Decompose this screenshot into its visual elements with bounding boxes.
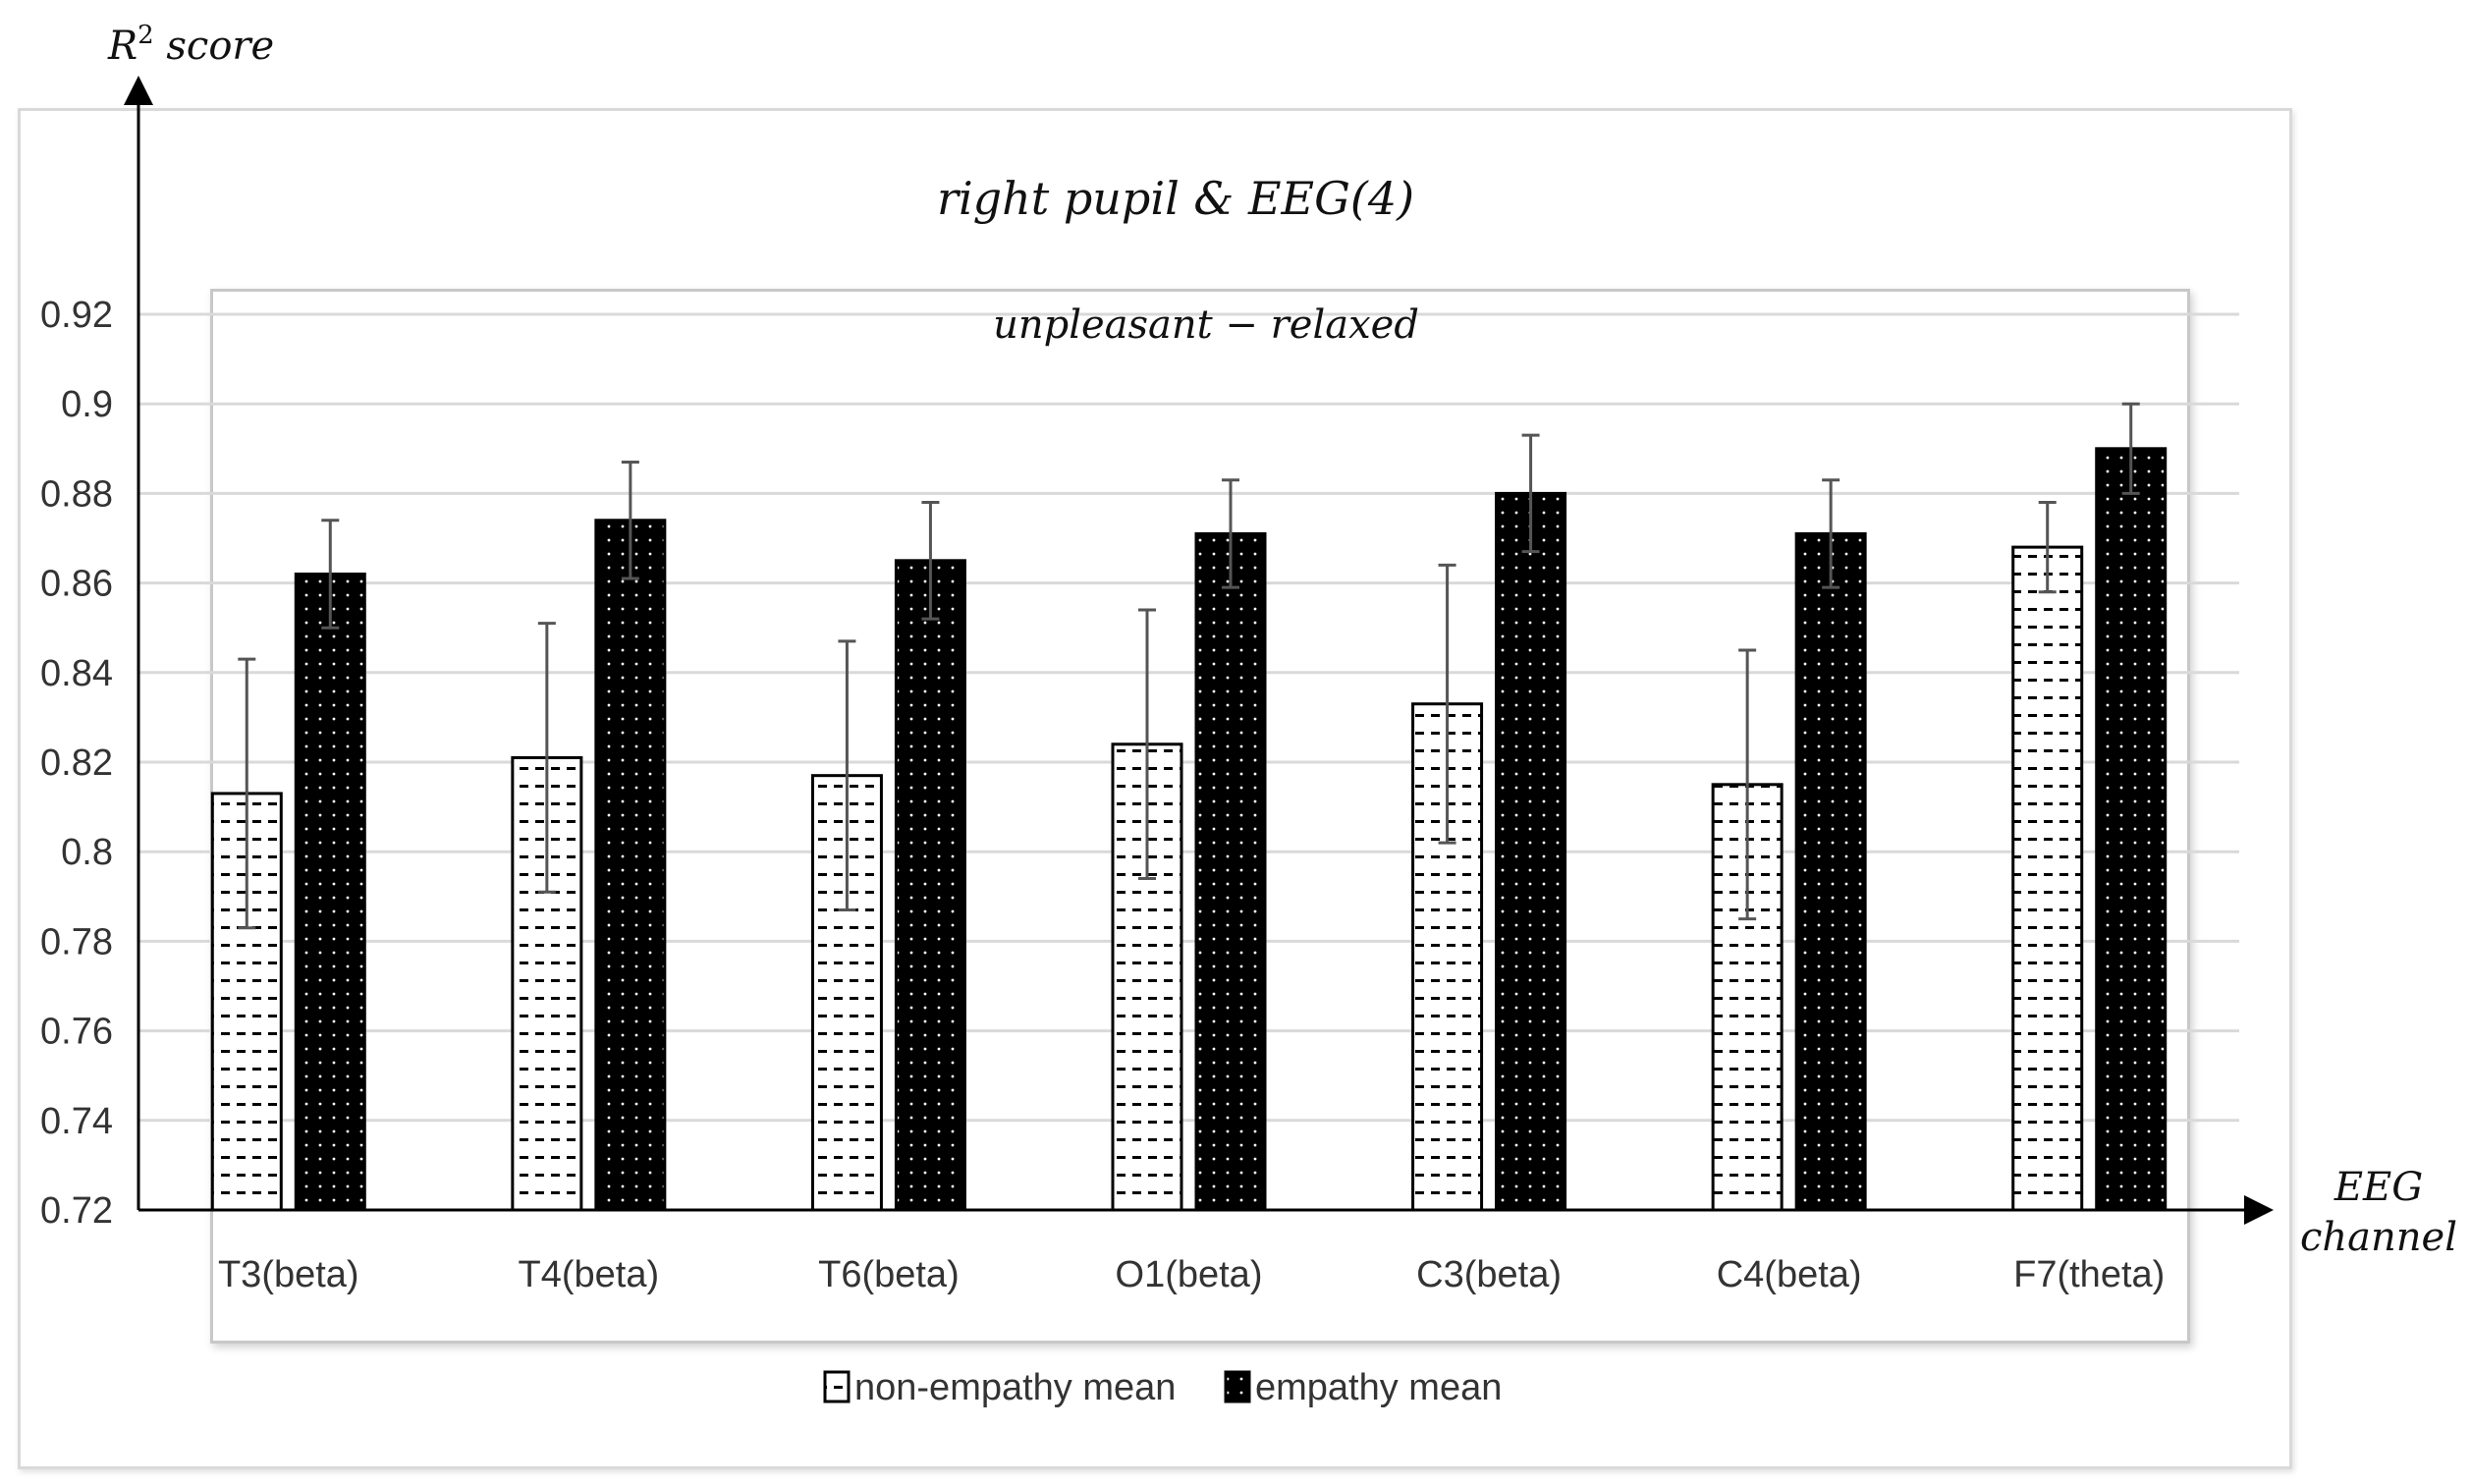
x-tick-label: O1(beta) [1116,1254,1263,1295]
legend-swatch-non-empathy [823,1370,851,1403]
y-tick-label: 0.82 [40,742,113,784]
bar-empathy [2095,447,2168,1212]
chart-subtitle: unpleasant − relaxed [993,302,1419,348]
bar-non-empathy [2011,545,2084,1212]
y-tick-label: 0.84 [40,653,113,694]
x-axis-label-line1: EEG [2334,1165,2423,1210]
y-tick-label: 0.76 [40,1012,113,1053]
bar-empathy [294,572,366,1212]
x-tick-label: C3(beta) [1416,1254,1562,1295]
error-bars [238,402,2140,930]
y-tick-label: 0.74 [40,1101,113,1142]
y-tick-label: 0.86 [40,564,113,605]
x-axis-label-line2: channel [2300,1215,2457,1260]
y-tick-label: 0.72 [40,1190,113,1232]
x-tick-label: T4(beta) [519,1254,660,1295]
y-tick-label: 0.8 [61,832,113,873]
legend-label-non-empathy: non-empathy mean [854,1367,1176,1408]
x-tick-label: C4(beta) [1717,1254,1862,1295]
bars [210,447,2168,1212]
bar-empathy [594,519,667,1212]
bar-empathy [1495,491,1567,1212]
bar-empathy [1794,531,1867,1212]
y-tick-labels: 0.72 0.74 0.76 0.78 0.8 0.82 0.84 0.86 0.88 0.9 0.… [40,295,113,1232]
bar-empathy [894,559,966,1212]
y-tick-label: 0.88 [40,473,113,515]
legend: non-empathy mean empathy mean [823,1367,1502,1408]
y-tick-label: 0.92 [40,295,113,336]
y-axis-label: R2 score [107,21,274,69]
gridlines [138,312,2239,1123]
bar-non-empathy [1711,783,1784,1212]
bar-empathy [1194,531,1267,1212]
y-tick-label: 0.78 [40,921,113,962]
legend-label-empathy: empathy mean [1255,1367,1502,1408]
legend-swatch-empathy [1224,1370,1251,1403]
x-tick-label: T6(beta) [818,1254,960,1295]
x-tick-label: T3(beta) [218,1254,359,1295]
chart-title: right pupil & EEG(4) [937,172,1414,225]
x-tick-label: F7(theta) [2013,1254,2165,1295]
y-tick-label: 0.9 [61,384,113,425]
x-tick-labels: T3(beta) T4(beta) T6(beta) O1(beta) C3(beta)… [218,1254,2165,1295]
bar-non-empathy [1411,702,1484,1212]
